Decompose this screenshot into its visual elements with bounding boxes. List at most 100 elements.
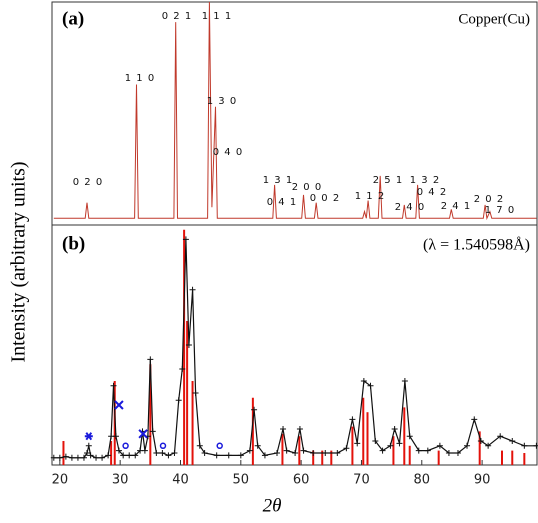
x-tick-label: 30: [112, 473, 129, 488]
panel-label: (b): [62, 233, 85, 254]
marker: [201, 450, 208, 456]
marker: [110, 382, 117, 389]
marker: [436, 442, 443, 449]
x-tick-label: 70: [353, 473, 370, 488]
marker: [300, 447, 307, 454]
peak-label: 0 2 0: [73, 177, 103, 188]
peak-label: 1 1 1: [202, 11, 232, 22]
y-axis-label: Intensity (arbitrary units): [8, 161, 30, 362]
marker: [401, 378, 408, 384]
marker: [84, 432, 93, 441]
marker: [85, 442, 92, 449]
peak-label: 0 4 0: [213, 147, 243, 158]
x-tick-label: 60: [293, 473, 310, 488]
marker: [149, 428, 156, 435]
marker: [213, 452, 220, 459]
marker: [50, 454, 57, 461]
marker: [379, 447, 386, 454]
marker: [216, 442, 223, 450]
peak-label: 1 3 1: [263, 175, 293, 186]
marker: [322, 450, 329, 456]
marker: [80, 454, 87, 461]
marker: [93, 454, 100, 461]
marker: [83, 450, 90, 456]
marker: [372, 438, 379, 444]
peak-label: 1 7 0: [485, 205, 515, 216]
marker: [533, 442, 538, 449]
marker: [120, 452, 127, 459]
peak-label: 0 4 2: [417, 187, 447, 198]
marker: [471, 416, 478, 423]
marker: [334, 450, 341, 456]
marker: [159, 450, 166, 456]
peak-label: 2 4 0: [395, 202, 425, 213]
marker: [445, 450, 452, 456]
marker: [292, 450, 299, 456]
peak-label: 2 4 1: [441, 201, 471, 212]
marker: [367, 382, 374, 389]
marker: [424, 447, 431, 454]
marker: [387, 442, 394, 449]
panel-label: (a): [62, 8, 84, 29]
marker: [354, 440, 361, 447]
marker: [114, 400, 124, 410]
marker: [280, 426, 287, 432]
marker: [147, 356, 154, 363]
marker: [349, 416, 356, 423]
marker: [415, 447, 422, 454]
marker: [165, 452, 172, 459]
marker: [62, 453, 69, 460]
peak-label: 0 0 2: [310, 193, 340, 204]
marker: [141, 447, 148, 454]
marker: [343, 445, 350, 452]
marker: [126, 452, 133, 459]
marker: [159, 442, 167, 450]
marker: [396, 440, 403, 447]
data-line: [53, 1, 537, 221]
marker: [246, 447, 253, 454]
marker: [406, 433, 413, 440]
peak-label: 0 4 1: [267, 197, 297, 208]
marker: [391, 426, 398, 432]
marker: [360, 378, 367, 384]
marker: [196, 442, 203, 449]
marker: [105, 452, 112, 459]
data-line: [53, 239, 537, 459]
peak-label: 2 5 1: [373, 175, 403, 186]
x-axis-label: 2θ: [263, 495, 282, 516]
x-tick-label: 90: [474, 473, 491, 488]
peak-label: 1 3 2: [410, 175, 440, 186]
marker: [112, 433, 119, 440]
marker: [254, 442, 261, 449]
panel-b-frame: [51, 224, 538, 466]
marker: [185, 342, 192, 348]
marker: [87, 452, 94, 459]
marker: [74, 454, 81, 461]
peak-label: 2 0 2: [474, 194, 504, 205]
marker: [115, 447, 122, 454]
peak-label: 2 0 0: [292, 182, 322, 193]
marker: [274, 450, 281, 456]
marker: [521, 442, 528, 449]
marker: [509, 438, 516, 444]
marker: [497, 433, 504, 440]
marker: [192, 390, 199, 396]
marker: [296, 426, 303, 432]
marker: [99, 454, 106, 461]
marker: [464, 442, 471, 449]
marker: [485, 442, 492, 449]
marker: [261, 452, 268, 459]
marker: [283, 447, 290, 454]
peak-label: 0 2 1: [162, 11, 192, 22]
marker: [132, 452, 139, 459]
marker: [251, 406, 258, 413]
marker: [138, 429, 148, 439]
marker: [56, 454, 63, 461]
x-tick-label: 80: [414, 473, 431, 488]
marker: [122, 442, 129, 450]
marker: [182, 236, 189, 243]
x-tick-label: 20: [52, 473, 69, 488]
marker: [175, 397, 182, 404]
marker: [477, 438, 484, 444]
